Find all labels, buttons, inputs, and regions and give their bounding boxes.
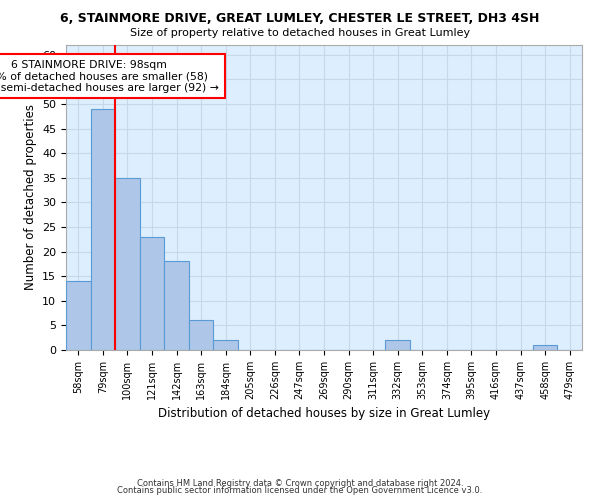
Bar: [164, 262, 189, 350]
Text: Size of property relative to detached houses in Great Lumley: Size of property relative to detached ho…: [130, 28, 470, 38]
Bar: [140, 237, 164, 350]
Bar: [66, 281, 91, 350]
Y-axis label: Number of detached properties: Number of detached properties: [23, 104, 37, 290]
Bar: [533, 345, 557, 350]
Bar: [91, 109, 115, 350]
Text: Contains public sector information licensed under the Open Government Licence v3: Contains public sector information licen…: [118, 486, 482, 495]
X-axis label: Distribution of detached houses by size in Great Lumley: Distribution of detached houses by size …: [158, 408, 490, 420]
Text: 6, STAINMORE DRIVE, GREAT LUMLEY, CHESTER LE STREET, DH3 4SH: 6, STAINMORE DRIVE, GREAT LUMLEY, CHESTE…: [61, 12, 539, 26]
Text: 6 STAINMORE DRIVE: 98sqm
← 39% of detached houses are smaller (58)
61% of semi-d: 6 STAINMORE DRIVE: 98sqm ← 39% of detach…: [0, 60, 219, 93]
Bar: [115, 178, 140, 350]
Bar: [214, 340, 238, 350]
Bar: [385, 340, 410, 350]
Bar: [189, 320, 214, 350]
Text: Contains HM Land Registry data © Crown copyright and database right 2024.: Contains HM Land Registry data © Crown c…: [137, 478, 463, 488]
